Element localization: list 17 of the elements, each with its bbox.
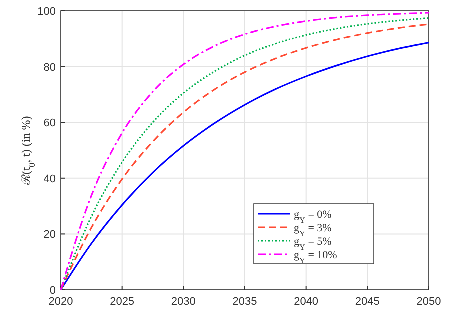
x-tick-label: 2025: [110, 296, 135, 308]
legend-label: g$_{Y}$ = 5%: [294, 236, 332, 252]
x-tick-label: 2020: [48, 296, 74, 308]
x-tick-label: 2030: [171, 296, 196, 308]
y-tick-label: 60: [44, 118, 56, 130]
x-tick-label: 2045: [355, 296, 380, 308]
legend-label: g$_{Y}$ = 0%: [294, 209, 332, 224]
y-tick-label: 20: [44, 229, 56, 242]
x-tick-label: 2040: [294, 296, 319, 308]
y-tick-label: 100: [38, 6, 56, 18]
x-tick-label: 2050: [416, 296, 442, 308]
legend-label: g$_{Y}$ = 3%: [294, 222, 332, 238]
y-tick-label: 80: [44, 62, 56, 74]
legend-label: g$_{Y}$ = 10%: [294, 250, 338, 265]
y-tick-label: 0: [50, 285, 56, 297]
x-tick-label: 2035: [232, 296, 258, 308]
y-tick-label: 40: [44, 173, 56, 186]
